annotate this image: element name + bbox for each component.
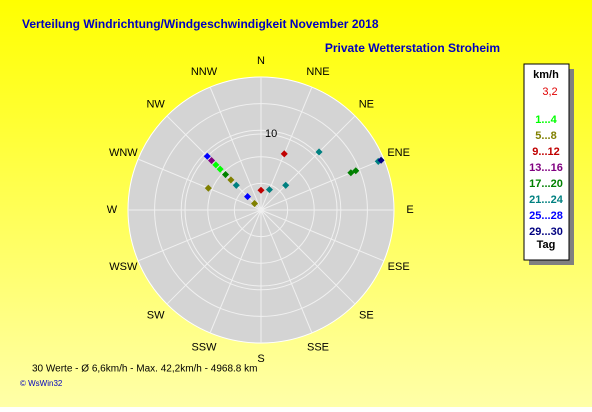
data-point	[216, 165, 224, 173]
data-point	[221, 170, 230, 179]
direction-label: E	[406, 204, 413, 216]
direction-label: WNW	[109, 147, 138, 159]
spoke	[260, 209, 356, 305]
direction-label: WSW	[109, 261, 138, 273]
spoke	[260, 115, 356, 211]
data-point	[265, 186, 273, 194]
legend-label: 1...4	[535, 114, 557, 126]
footer: 30 Werte - Ø 6,6km/h - Max. 42,2km/h - 4…	[32, 364, 257, 375]
spoke	[209, 209, 262, 334]
direction-label: SSE	[307, 342, 329, 354]
direction-label: SW	[147, 309, 165, 321]
spoke	[260, 158, 385, 211]
credit: © WsWin32	[20, 379, 63, 388]
direction-label: NE	[359, 99, 374, 111]
spoke	[166, 115, 262, 211]
data-point	[244, 193, 252, 201]
legend-label: 21...24	[529, 194, 564, 206]
direction-label: SE	[359, 309, 374, 321]
legend-label: 9...12	[532, 146, 560, 158]
chart-subtitle: Private Wetterstation Stroheim	[325, 41, 500, 55]
r-tick-label: 10	[265, 128, 277, 140]
chart-title: Verteilung Windrichtung/Windgeschwindigk…	[22, 17, 379, 31]
data-point	[257, 186, 265, 194]
spoke	[260, 209, 385, 262]
data-point	[282, 181, 290, 189]
data-point	[212, 161, 220, 169]
data-point	[251, 200, 259, 208]
spoke	[260, 209, 313, 334]
grid-ring	[184, 133, 338, 287]
direction-label: NNW	[191, 66, 218, 78]
spoke	[137, 209, 262, 262]
direction-label: NW	[146, 99, 165, 111]
direction-label: SSW	[191, 342, 217, 354]
data-point	[280, 150, 288, 158]
direction-label: N	[257, 55, 265, 67]
direction-label: NNE	[306, 66, 329, 78]
legend-label: 5...8	[535, 130, 556, 142]
data-point	[347, 169, 355, 177]
spoke	[137, 158, 262, 211]
legend-label: 29...30	[529, 226, 563, 238]
spoke	[166, 209, 262, 305]
data-point	[204, 184, 212, 192]
data-point	[232, 181, 240, 189]
direction-label: ENE	[387, 147, 410, 159]
data-point	[377, 156, 385, 164]
data-point	[227, 176, 235, 184]
legend-footer: Tag	[537, 239, 556, 251]
direction-label: S	[257, 353, 264, 365]
data-point	[203, 152, 211, 160]
direction-label: W	[107, 204, 118, 216]
legend-label: 17...20	[529, 178, 563, 190]
current-value: 3,2	[542, 86, 557, 98]
legend-box	[523, 63, 570, 261]
legend-title: km/h	[533, 69, 559, 81]
data-point	[208, 157, 216, 165]
spoke	[209, 86, 262, 211]
direction-label: ESE	[388, 261, 410, 273]
legend-label: 13...16	[529, 162, 563, 174]
legend-label: 25...28	[529, 210, 563, 222]
data-point	[315, 148, 323, 156]
